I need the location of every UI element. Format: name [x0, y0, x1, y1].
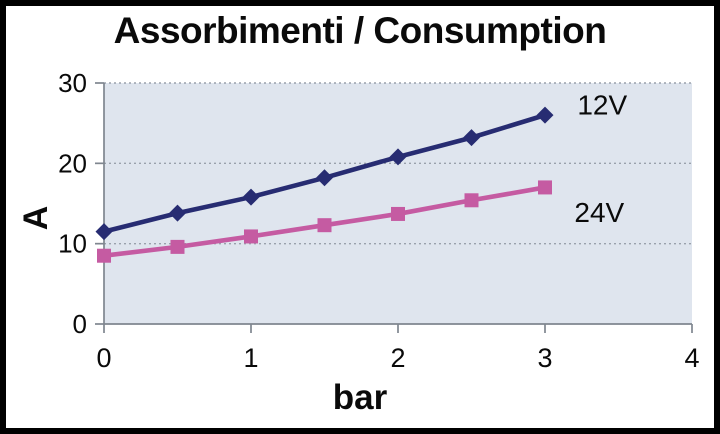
marker-diamond-12v [95, 223, 113, 241]
y-tick-label-10: 10 [58, 229, 87, 259]
marker-square-24v [170, 239, 185, 254]
y-tick-label-0: 0 [73, 309, 87, 339]
marker-diamond-12v [169, 204, 186, 222]
x-tick-label-2: 2 [390, 343, 405, 373]
marker-square-24v [538, 180, 552, 195]
marker-diamond-12v [389, 148, 407, 166]
series-label-24v: 24V [574, 197, 624, 228]
marker-diamond-12v [463, 129, 480, 147]
marker-square-24v [97, 248, 111, 263]
marker-square-24v [317, 218, 332, 233]
marker-diamond-12v [536, 106, 554, 124]
x-axis-title: bar [332, 378, 388, 417]
x-tick-label-0: 0 [96, 343, 111, 373]
chart-svg: 0 10 20 30 0 1 2 3 4 12V 24V [58, 68, 699, 373]
marker-square-24v [244, 229, 258, 244]
y-tick-label-20: 20 [58, 148, 87, 178]
plot-background [104, 83, 692, 324]
marker-diamond-12v [316, 169, 333, 187]
y-tick-label-30: 30 [58, 68, 87, 98]
marker-square-24v [391, 206, 405, 221]
series-label-12v: 12V [577, 89, 627, 120]
x-tick-label-3: 3 [537, 343, 552, 373]
marker-diamond-12v [242, 188, 260, 206]
y-axis-title: A [16, 205, 55, 231]
x-tick-label-4: 4 [684, 343, 699, 373]
x-tick-label-1: 1 [243, 343, 258, 373]
marker-square-24v [464, 193, 479, 208]
chart-title: Assorbimenti / Consumption [113, 10, 607, 51]
